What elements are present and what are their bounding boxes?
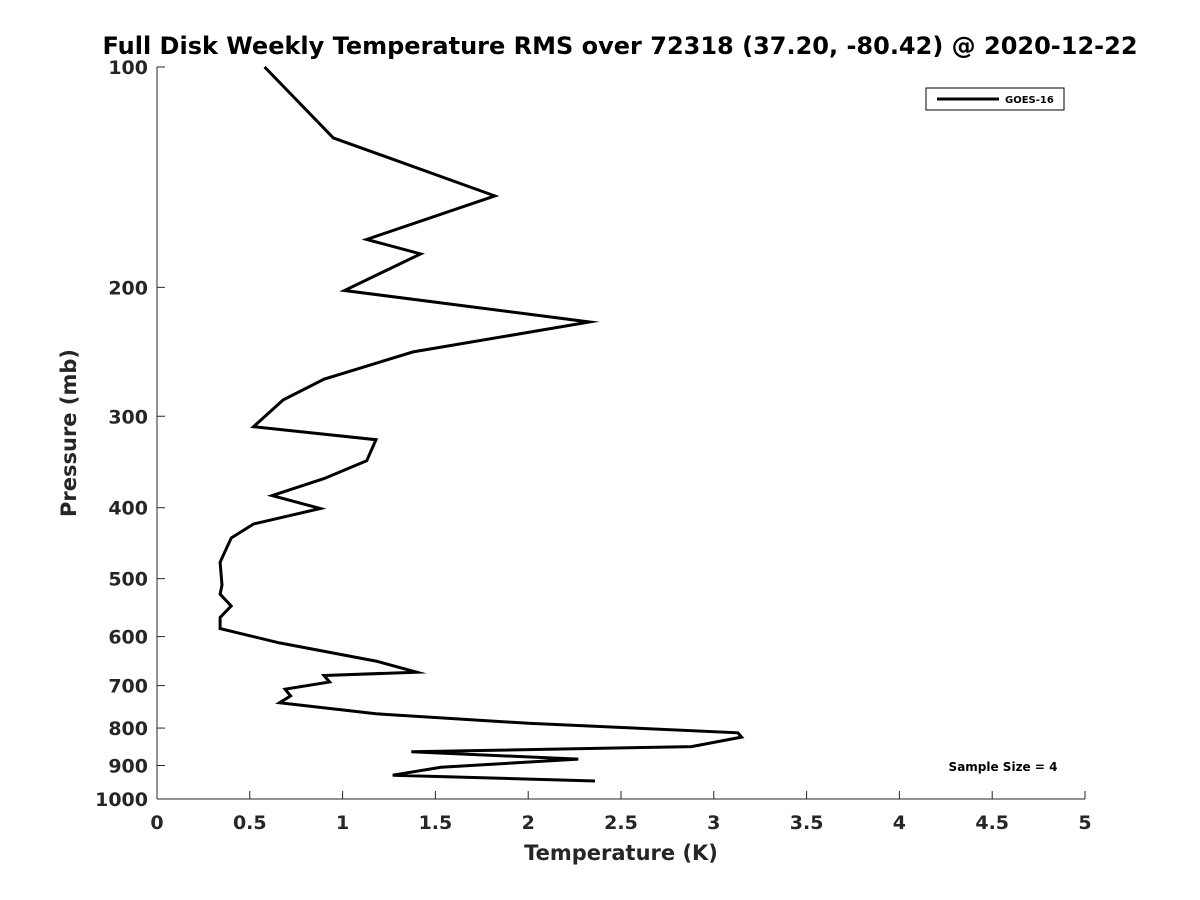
legend-label-goes-16: GOES-16 (1005, 95, 1054, 106)
y-tick-label: 1000 (95, 789, 148, 811)
x-axis-label: Temperature (K) (524, 841, 718, 865)
y-tick-group: 100 200 300 400 500 600 700 800 900 1000 (95, 57, 165, 811)
x-tick-label: 0 (150, 812, 163, 834)
chart-title: Full Disk Weekly Temperature RMS over 72… (102, 32, 1137, 60)
x-tick-label: 5 (1078, 812, 1091, 834)
x-tick-label: 4 (893, 812, 906, 834)
series-line-goes-16 (218, 65, 745, 783)
x-tick-label: 3 (707, 812, 720, 834)
y-tick-label: 400 (108, 498, 148, 520)
sample-size-annotation: Sample Size = 4 (949, 760, 1058, 774)
y-tick-label: 500 (108, 569, 148, 591)
y-tick-label: 300 (108, 406, 148, 428)
legend: GOES-16 (925, 87, 1065, 111)
y-tick-label: 200 (108, 277, 148, 299)
y-tick-label: 100 (108, 57, 148, 79)
x-tick-group: 0 0.5 1 1.5 2 2.5 3 3.5 4 4.5 5 (150, 791, 1092, 834)
x-tick-label: 2 (522, 812, 535, 834)
x-tick-label: 0.5 (233, 812, 267, 834)
x-tick-label: 1 (336, 812, 349, 834)
y-tick-label: 700 (108, 676, 148, 698)
y-tick-label: 600 (108, 627, 148, 649)
x-tick-label: 2.5 (604, 812, 638, 834)
series-layer (218, 65, 745, 783)
x-tick-label: 4.5 (975, 812, 1009, 834)
y-axis-label: Pressure (mb) (57, 349, 81, 517)
x-tick-label: 1.5 (419, 812, 453, 834)
y-tick-label: 800 (108, 718, 148, 740)
y-tick-label: 900 (108, 756, 148, 778)
x-tick-label: 3.5 (790, 812, 824, 834)
